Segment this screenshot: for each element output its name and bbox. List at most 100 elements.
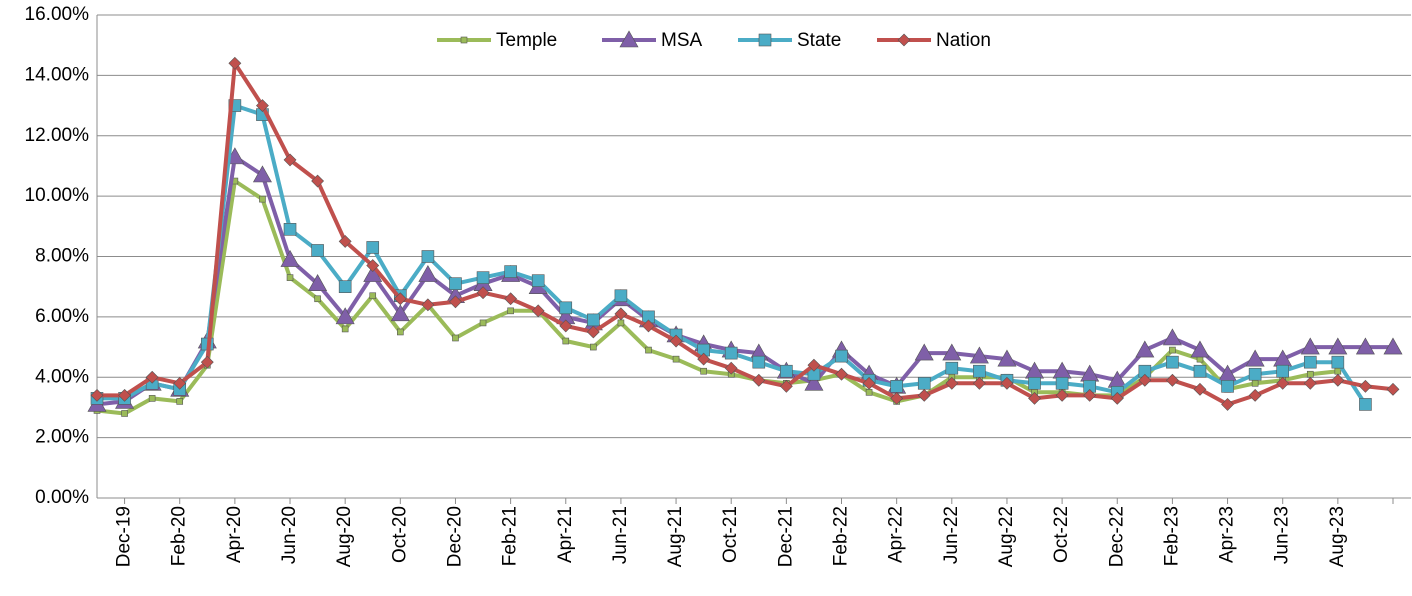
data-point [390,304,410,322]
data-point [1055,388,1069,402]
data-point [397,328,404,336]
data-point [559,301,573,315]
data-point [1306,370,1314,378]
data-point [504,292,518,306]
data-point [642,319,655,333]
x-tick-label: Jun-21 [610,506,631,564]
data-point [1221,380,1234,393]
y-tick-label: 6.00% [35,306,89,327]
data-point [807,358,821,372]
legend-label: MSA [661,30,703,51]
data-point [645,346,652,354]
data-point [1193,364,1207,378]
data-point [835,349,848,363]
data-point [1303,355,1317,369]
data-point [1165,373,1179,387]
data-point [338,280,352,293]
x-tick-label: Aug-23 [1327,506,1348,567]
x-tick-label: Jun-20 [279,506,300,564]
x-tick-label: Apr-23 [1217,506,1238,563]
x-tick-label: Apr-21 [555,506,576,563]
data-point [835,367,848,381]
data-point [890,380,903,393]
data-point [562,337,570,345]
data-point [1221,397,1234,411]
x-tick-label: Dec-21 [775,506,796,567]
data-point [559,319,573,333]
data-point [614,307,628,321]
data-point [311,244,324,257]
data-point [697,352,711,366]
data-point [1166,355,1179,369]
data-point [669,334,683,348]
data-point [1083,388,1097,402]
data-point [586,325,600,339]
data-point [286,274,294,281]
y-tick-label: 0.00% [35,487,89,508]
x-tick-label: Aug-20 [334,506,355,567]
data-point [449,277,462,290]
legend-marker [758,33,772,47]
data-point [1383,337,1403,355]
data-point [148,395,156,402]
legend-marker [619,30,639,48]
data-point [311,174,325,188]
data-point [1162,328,1182,346]
x-tick-label: Apr-20 [224,506,245,563]
x-tick-label: Oct-22 [1051,506,1072,563]
x-tick-label: Oct-21 [720,506,741,563]
data-point [865,389,873,396]
data-point [862,376,876,390]
x-tick-label: Jun-23 [1272,506,1293,564]
data-point [1359,379,1372,393]
x-tick-label: Dec-22 [1106,506,1127,567]
data-point [780,364,793,378]
data-point [700,367,707,375]
x-tick-label: Feb-21 [500,506,521,566]
data-point [942,343,962,361]
data-point [1000,376,1014,390]
data-point [1359,398,1372,411]
data-point [587,313,600,327]
data-point [617,319,625,327]
data-point [1276,364,1290,378]
data-point [173,376,187,390]
data-point [969,346,989,364]
data-point [973,364,986,378]
legend-label: Temple [496,30,557,51]
data-point [335,307,355,325]
data-point [366,241,380,254]
x-tick-label: Dec-20 [444,506,465,567]
data-point [418,265,438,282]
data-point [752,373,766,387]
data-point [917,376,931,390]
data-point [1331,355,1345,369]
data-point [259,195,266,203]
data-point [724,361,738,375]
x-tick-label: Feb-20 [169,506,190,566]
x-tick-label: Feb-22 [831,506,852,566]
y-tick-label: 4.00% [35,366,89,387]
data-point [341,325,349,333]
data-point [972,376,986,390]
data-point [421,250,435,263]
data-point [1248,388,1262,402]
y-tick-label: 8.00% [35,246,89,267]
data-point [200,355,214,369]
data-point [479,319,487,327]
data-point [1328,337,1348,355]
data-point [724,346,738,360]
data-point [997,349,1017,367]
data-point [945,376,959,390]
data-point [917,388,931,402]
data-point [90,388,104,402]
x-tick-label: Aug-21 [665,506,686,567]
data-point [118,388,131,402]
data-point [672,355,680,363]
data-point [1251,379,1259,387]
data-point [1028,376,1041,390]
data-point [1248,367,1262,381]
legend-label: Nation [936,30,991,51]
data-point [1245,349,1265,367]
